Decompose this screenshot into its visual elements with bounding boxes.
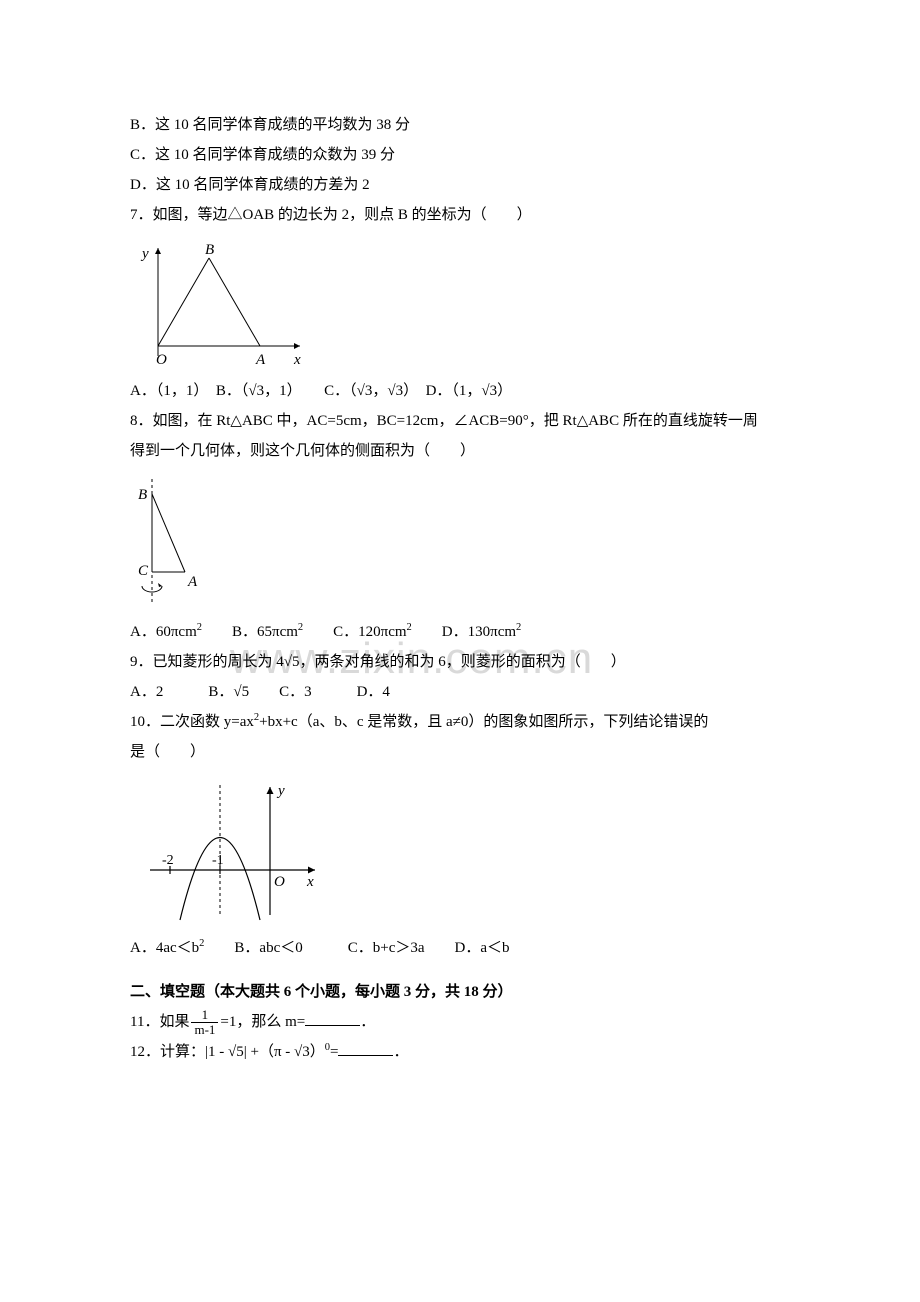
q7-figure: O Ax y B bbox=[130, 238, 790, 368]
q12-blank bbox=[338, 1042, 393, 1057]
svg-text:O: O bbox=[274, 874, 285, 890]
svg-text:O: O bbox=[156, 352, 167, 368]
q-prev-option-b: B．这 10 名同学体育成绩的平均数为 38 分 bbox=[130, 110, 790, 140]
svg-text:A: A bbox=[255, 352, 266, 368]
q11-frac-den: m-1 bbox=[191, 1022, 218, 1037]
q10-options: A．4ac＜b2 B．abc＜0 C．b+c＞3a D．a＜b bbox=[130, 933, 790, 963]
q12-tail: ． bbox=[393, 1044, 408, 1060]
svg-text:-2: -2 bbox=[162, 853, 174, 868]
q11-blank bbox=[305, 1012, 360, 1027]
svg-text:B: B bbox=[138, 487, 147, 503]
q9-options: A．2 B．√5 C．3 D．4 bbox=[130, 677, 790, 707]
q7-stem: 7．如图，等边△OAB 的边长为 2，则点 B 的坐标为（ ） bbox=[130, 200, 790, 230]
q-prev-option-d: D．这 10 名同学体育成绩的方差为 2 bbox=[130, 170, 790, 200]
svg-text:B: B bbox=[205, 242, 214, 258]
svg-text:C: C bbox=[138, 563, 149, 579]
q12-mid: = bbox=[330, 1044, 338, 1060]
q-prev-option-c: C．这 10 名同学体育成绩的众数为 39 分 bbox=[130, 140, 790, 170]
q10-stem-line1: 10．二次函数 y=ax2+bx+c（a、b、c 是常数，且 a≠0）的图象如图… bbox=[130, 707, 790, 737]
svg-text:A: A bbox=[187, 574, 198, 590]
q11-frac-num: 1 bbox=[191, 1008, 218, 1022]
q12-pre: 12．计算：|1 - √5| +（π - √3） bbox=[130, 1044, 325, 1060]
q12: 12．计算：|1 - √5| +（π - √3）0=． bbox=[130, 1037, 790, 1067]
q11-tail: ． bbox=[360, 1014, 375, 1030]
svg-text:x: x bbox=[293, 352, 301, 368]
q11-pre: 11．如果 bbox=[130, 1014, 189, 1030]
q10-figure: Ox y -2 -1 bbox=[130, 775, 790, 925]
section2-title: 二、填空题（本大题共 6 个小题，每小题 3 分，共 18 分） bbox=[130, 977, 790, 1007]
q7-optA: A．（1，1） B．（√3，1） C．（√3，√3） D．（1，√3） bbox=[130, 383, 512, 399]
exam-page: B．这 10 名同学体育成绩的平均数为 38 分 C．这 10 名同学体育成绩的… bbox=[0, 0, 920, 1127]
q8-options: A．60πcm2 B．65πcm2 C．120πcm2 D．130πcm2 bbox=[130, 617, 790, 647]
q11: 11．如果1m-1=1，那么 m= ． bbox=[130, 1007, 790, 1037]
svg-text:y: y bbox=[276, 783, 285, 799]
svg-text:-1: -1 bbox=[212, 853, 224, 868]
q8-stem-line2: 得到一个几何体，则这个几何体的侧面积为（ ） bbox=[130, 436, 790, 466]
q10-stem-line2: 是（ ） bbox=[130, 737, 790, 767]
q7-options: A．（1，1） B．（√3，1） C．（√3，√3） D．（1，√3） bbox=[130, 376, 790, 406]
q8-figure: B C A bbox=[130, 474, 790, 609]
q11-post: =1，那么 m= bbox=[220, 1014, 305, 1030]
q11-fraction: 1m-1 bbox=[191, 1008, 218, 1036]
svg-text:y: y bbox=[140, 246, 149, 262]
svg-text:x: x bbox=[306, 874, 314, 890]
q8-stem-line1: 8．如图，在 Rt△ABC 中，AC=5cm，BC=12cm，∠ACB=90°，… bbox=[130, 406, 790, 436]
q9-stem: 9．已知菱形的周长为 4√5，两条对角线的和为 6，则菱形的面积为（ ） bbox=[130, 647, 790, 677]
spacer bbox=[130, 963, 790, 977]
